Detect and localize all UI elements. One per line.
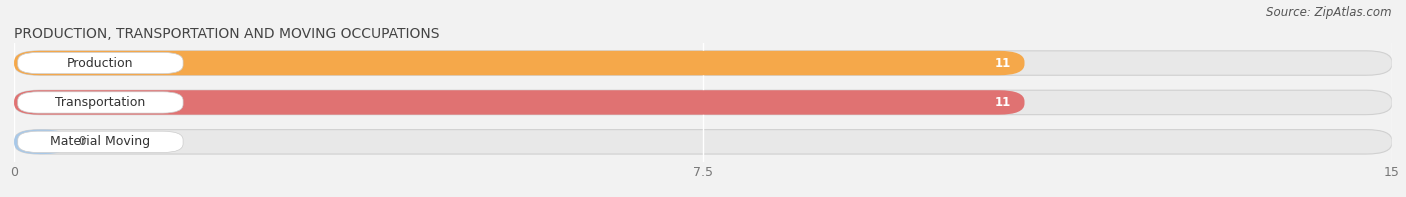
Text: PRODUCTION, TRANSPORTATION AND MOVING OCCUPATIONS: PRODUCTION, TRANSPORTATION AND MOVING OC… (14, 27, 440, 41)
FancyBboxPatch shape (14, 90, 1025, 115)
FancyBboxPatch shape (18, 92, 183, 113)
FancyBboxPatch shape (14, 51, 1392, 75)
Text: Source: ZipAtlas.com: Source: ZipAtlas.com (1267, 6, 1392, 19)
Text: 11: 11 (994, 96, 1011, 109)
Text: Production: Production (67, 57, 134, 70)
FancyBboxPatch shape (14, 130, 69, 154)
FancyBboxPatch shape (14, 90, 1392, 115)
Text: 0: 0 (79, 135, 86, 148)
Text: 11: 11 (994, 57, 1011, 70)
FancyBboxPatch shape (18, 131, 183, 152)
FancyBboxPatch shape (14, 130, 1392, 154)
Text: Material Moving: Material Moving (51, 135, 150, 148)
FancyBboxPatch shape (14, 51, 1025, 75)
Text: Transportation: Transportation (55, 96, 146, 109)
FancyBboxPatch shape (18, 52, 183, 74)
